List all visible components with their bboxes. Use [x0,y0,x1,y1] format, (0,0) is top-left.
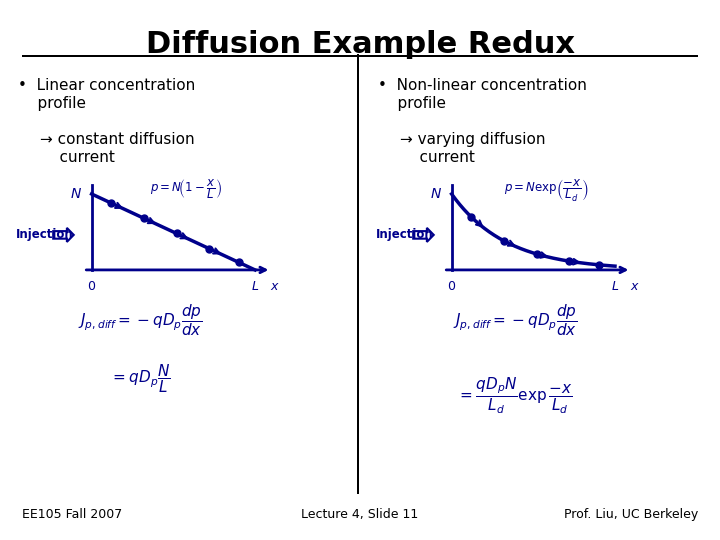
Text: $L$: $L$ [251,280,259,293]
Text: $J_{p,diff} = -qD_p\dfrac{dp}{dx}$: $J_{p,diff} = -qD_p\dfrac{dp}{dx}$ [78,302,202,338]
Text: $p = N\!\left(1-\dfrac{x}{L}\right)$: $p = N\!\left(1-\dfrac{x}{L}\right)$ [150,177,222,201]
Text: $J_{p,diff} = -qD_p\dfrac{dp}{dx}$: $J_{p,diff} = -qD_p\dfrac{dp}{dx}$ [453,302,577,338]
Text: EE105 Fall 2007: EE105 Fall 2007 [22,508,122,521]
Text: Injection: Injection [16,228,73,241]
Text: $x$: $x$ [630,280,639,293]
Text: $= \dfrac{qD_pN}{L_d}\exp\dfrac{-x}{L_d}$: $= \dfrac{qD_pN}{L_d}\exp\dfrac{-x}{L_d}… [457,375,572,416]
Text: $0$: $0$ [447,280,456,293]
Text: •  Linear concentration
    profile: • Linear concentration profile [18,78,195,111]
Text: → constant diffusion
    current: → constant diffusion current [40,132,194,165]
Text: Injection: Injection [376,228,433,241]
Text: → varying diffusion
    current: → varying diffusion current [400,132,545,165]
FancyArrow shape [413,228,433,242]
Text: $= qD_p\dfrac{N}{L}$: $= qD_p\dfrac{N}{L}$ [110,362,171,395]
Text: Lecture 4, Slide 11: Lecture 4, Slide 11 [302,508,418,521]
Text: $x$: $x$ [270,280,279,293]
Text: $L$: $L$ [611,280,619,293]
Text: $N$: $N$ [70,187,82,201]
Text: Diffusion Example Redux: Diffusion Example Redux [145,30,575,59]
Text: Prof. Liu, UC Berkeley: Prof. Liu, UC Berkeley [564,508,698,521]
FancyArrow shape [53,228,73,242]
Text: $0$: $0$ [87,280,96,293]
Text: •  Non-linear concentration
    profile: • Non-linear concentration profile [378,78,587,111]
Text: $p = N\exp\!\left(\dfrac{-x}{L_d}\right)$: $p = N\exp\!\left(\dfrac{-x}{L_d}\right)… [504,177,589,203]
Text: $N$: $N$ [430,187,442,201]
